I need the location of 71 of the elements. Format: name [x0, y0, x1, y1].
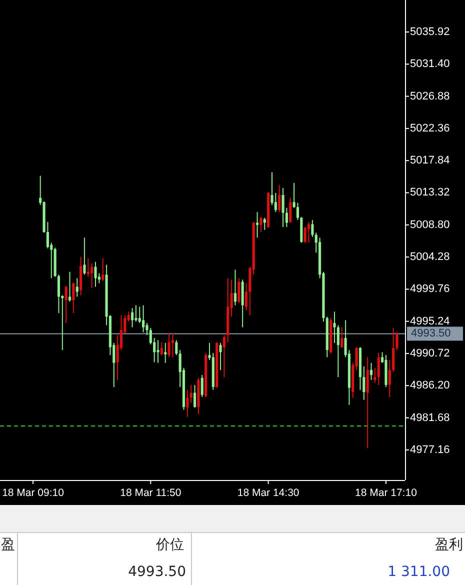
candlestick: [241, 279, 244, 328]
y-tick-label: 4990.72: [410, 347, 450, 360]
y-tick-label: 4977.16: [410, 444, 450, 456]
text: 价位: [155, 537, 184, 553]
y-tick-label: 5008.80: [410, 218, 450, 231]
candlestick: [274, 192, 277, 213]
candlestick: [190, 384, 192, 404]
candlestick: [307, 222, 310, 244]
text: 盈利: [435, 537, 463, 553]
candlestick: [282, 187, 284, 228]
candlestick: [134, 304, 138, 322]
y-tick-label: 5017.84: [410, 154, 450, 167]
candlestick: [90, 262, 94, 289]
candlestick: [256, 212, 259, 238]
candlestick: [193, 384, 196, 408]
candlestick: [296, 202, 300, 220]
y-tick-label: 5013.32: [410, 186, 450, 199]
x-tick-label: 18 Mar 14:30: [237, 487, 300, 499]
y-tick-label: 5004.28: [410, 251, 450, 264]
candlestick: [156, 340, 160, 364]
candlestick: [64, 286, 68, 324]
y-tick-label: 5035.92: [410, 26, 450, 38]
candlestick: [260, 216, 262, 232]
x-tick-label: 18 Mar 11:50: [120, 487, 182, 499]
y-tick-label: 4995.24: [410, 315, 450, 328]
y-tick-label: 5026.88: [410, 90, 450, 102]
candlestick: [263, 217, 266, 230]
candlestick: [238, 278, 240, 304]
y-tick-label: 4999.76: [410, 283, 450, 296]
candlestick: [336, 324, 340, 378]
y-tick-label: 4986.20: [410, 380, 450, 392]
text: 1 311.00: [388, 564, 450, 580]
text: 4993.50: [128, 564, 186, 580]
candlestick: [186, 389, 189, 418]
candlestick: [366, 356, 369, 449]
x-tick-label: 18 Mar 17:10: [355, 487, 418, 499]
candlestick: [388, 360, 391, 398]
text: 盈: [1, 537, 15, 553]
candlestick: [164, 342, 167, 364]
candlestick: [138, 306, 141, 324]
candlestick: [392, 328, 395, 373]
candlestick: [289, 197, 292, 224]
candlestick: [278, 184, 281, 213]
candlestick: [340, 326, 344, 348]
candlestick: [374, 367, 376, 384]
candlestick: [175, 340, 178, 356]
y-tick-label: 5022.36: [410, 122, 450, 134]
candlestick: [200, 374, 204, 398]
ref-line-label: 4993.50: [411, 328, 451, 340]
candlestick: [83, 237, 86, 276]
candlestick: [168, 332, 170, 358]
candlestick: [94, 261, 97, 288]
candlestick: [222, 334, 226, 378]
x-tick-label: 18 Mar 09:10: [2, 487, 64, 499]
candlestick: [142, 304, 145, 333]
candlestick: [130, 308, 134, 328]
y-tick-label: 4981.68: [410, 412, 450, 424]
candlestick: [160, 342, 163, 356]
candlestick: [68, 271, 72, 302]
candlestick: [362, 366, 366, 400]
candlestick: [219, 342, 222, 370]
candlestick: [102, 258, 104, 282]
y-tick-label: 5031.40: [410, 58, 450, 70]
candlestick: [377, 352, 380, 386]
candlestick: [171, 332, 174, 358]
candlestick: [311, 219, 314, 238]
candlestick: [86, 258, 90, 278]
candlestick: [72, 282, 75, 314]
candlestick: [234, 269, 237, 306]
candlestick: [370, 362, 373, 380]
candlestick: [304, 226, 306, 244]
